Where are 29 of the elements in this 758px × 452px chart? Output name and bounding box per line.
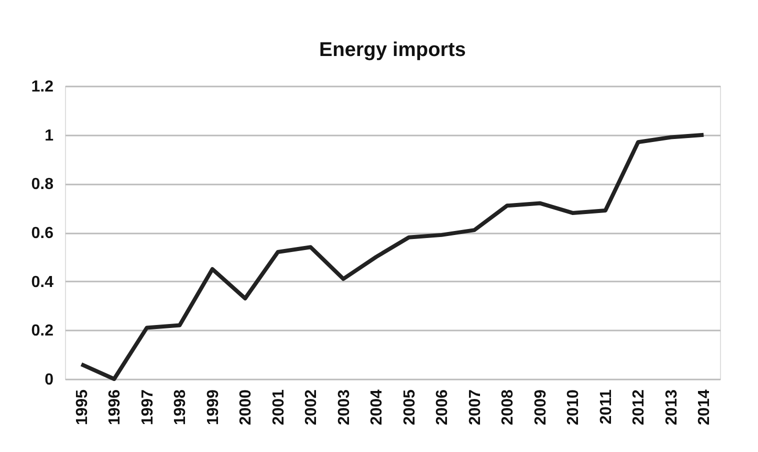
x-tick-label: 2013 bbox=[663, 389, 680, 426]
x-tick-label: 1997 bbox=[139, 389, 156, 426]
x-tick-label: 2006 bbox=[434, 389, 452, 426]
x-tick-label: 2000 bbox=[238, 389, 255, 426]
y-tick-label: 1.2 bbox=[31, 78, 54, 96]
y-tick-label: 0.8 bbox=[31, 176, 54, 194]
x-tick-label: 2012 bbox=[630, 389, 648, 426]
y-tick-label: 0 bbox=[44, 372, 54, 388]
x-tick-label: 2004 bbox=[368, 389, 386, 426]
chart-title: Energy imports bbox=[319, 39, 466, 61]
x-tick-label: 1995 bbox=[74, 389, 91, 426]
x-tick-label: 2007 bbox=[466, 389, 484, 426]
x-tick-label: 2002 bbox=[303, 389, 320, 426]
x-tick-label: 2009 bbox=[532, 389, 550, 426]
x-tick-label: 2011 bbox=[598, 389, 615, 424]
x-tick-label: 2010 bbox=[565, 389, 582, 426]
x-tick-label: 2014 bbox=[696, 389, 714, 426]
x-tick-label: 2005 bbox=[401, 389, 418, 426]
x-tick-label: 2003 bbox=[336, 389, 353, 426]
y-tick-label: 1 bbox=[44, 127, 54, 144]
x-tick-label: 1999 bbox=[204, 389, 222, 426]
y-tick-label: 0.2 bbox=[31, 322, 54, 340]
x-tick-label: 2001 bbox=[270, 389, 288, 426]
y-tick-label: 0.6 bbox=[31, 225, 54, 242]
x-tick-label: 1998 bbox=[172, 389, 190, 426]
y-tick-label: 0.4 bbox=[31, 274, 54, 291]
x-tick-label: 1996 bbox=[106, 389, 124, 426]
line-series bbox=[79, 132, 706, 381]
x-tick-label: 2008 bbox=[500, 389, 517, 426]
